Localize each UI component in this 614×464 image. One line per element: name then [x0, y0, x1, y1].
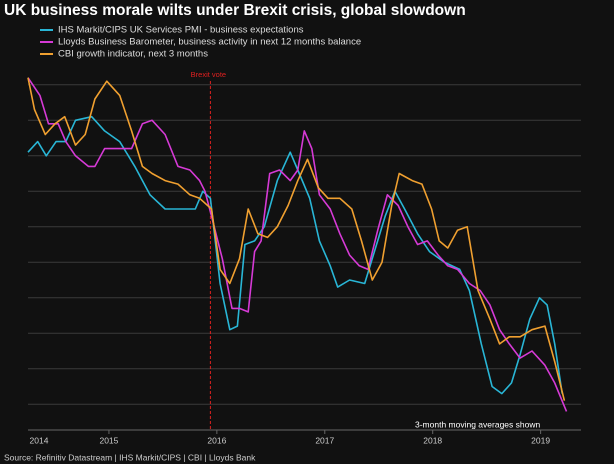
legend-label: IHS Markit/CIPS UK Services PMI - busine…	[58, 25, 304, 36]
x-tick-label: 2014	[30, 435, 49, 445]
series-line	[27, 77, 568, 412]
chart-title: UK business morale wilts under Brexit cr…	[4, 2, 466, 19]
note: 3-month moving averages shown	[415, 419, 540, 429]
x-tick-label: 2019	[531, 435, 550, 445]
series-line	[27, 115, 563, 395]
legend-label: Lloyds Business Barometer, business acti…	[58, 37, 361, 48]
x-tick-label: 2018	[423, 435, 442, 445]
source: Source: Refinitiv Datastream | IHS Marki…	[4, 452, 256, 462]
x-tick-label: 2016	[207, 435, 226, 445]
legend-label: CBI growth indicator, next 3 months	[58, 49, 208, 60]
x-tick-label: 2017	[315, 435, 334, 445]
series-line	[27, 77, 566, 401]
x-tick-label: 2015	[99, 435, 118, 445]
annotation: Brexit vote	[191, 70, 226, 79]
